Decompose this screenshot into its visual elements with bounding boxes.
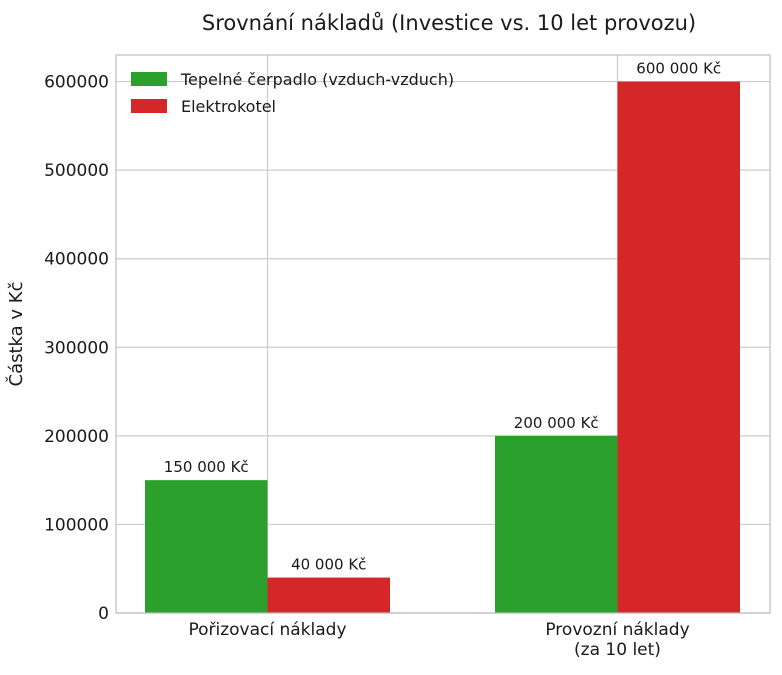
plot-frame	[115, 54, 771, 614]
bar-value-label: 200 000 Kč	[514, 414, 599, 432]
bar-value-label: 600 000 Kč	[636, 60, 721, 78]
y-tick-label: 200000	[44, 427, 109, 447]
y-tick-label: 600000	[44, 73, 109, 93]
x-tick-label: Pořizovací náklady	[188, 620, 346, 640]
y-tick-label: 0	[98, 604, 109, 624]
chart-title: Srovnání nákladů (Investice vs. 10 let p…	[202, 11, 696, 35]
bar-layer	[145, 81, 740, 614]
y-tick-label: 100000	[44, 515, 109, 535]
x-tick-label: (za 10 let)	[574, 640, 661, 660]
y-tick-label: 500000	[44, 161, 109, 181]
bar	[617, 81, 740, 614]
y-tick-label: 300000	[44, 338, 109, 358]
bar-value-label: 40 000 Kč	[291, 556, 366, 574]
legend: Tepelné čerpadlo (vzduch-vzduch) Elektrok…	[131, 70, 454, 116]
legend-swatch	[131, 99, 167, 113]
bar	[495, 435, 618, 613]
legend-swatch	[131, 72, 167, 86]
bar	[267, 577, 390, 613]
label-layer: 150 000 Kč 200 000 Kč 40 000 Kč 600 000 Kč	[164, 60, 721, 574]
legend-label: Tepelné čerpadlo (vzduch-vzduch)	[180, 70, 454, 89]
x-tick-label: Provozní náklady	[545, 620, 689, 640]
y-tick-label: 400000	[44, 250, 109, 270]
axis-layer: 0 100000 200000 300000 400000 500000 600000 Poř…	[44, 54, 771, 660]
legend-label: Elektrokotel	[181, 97, 276, 116]
bar	[145, 480, 268, 613]
bar-value-label: 150 000 Kč	[164, 458, 249, 476]
y-axis-label: Částka v Kč	[5, 282, 27, 387]
